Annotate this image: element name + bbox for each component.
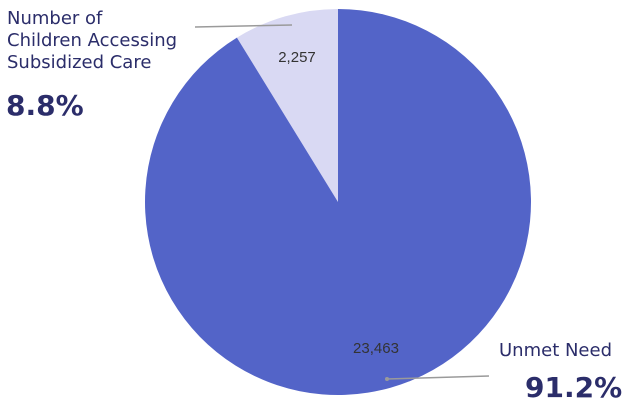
slice-value-labels: 2,257 23,463 bbox=[278, 49, 399, 357]
callout-subsidized-line1: Number of bbox=[7, 8, 103, 29]
callout-subsidized-line2: Children Accessing bbox=[7, 30, 178, 51]
slice-value-label-unmet: 23,463 bbox=[353, 340, 399, 357]
pie-slice-subsidized bbox=[236, 9, 338, 202]
callout-unmet-label: Unmet Need bbox=[499, 340, 613, 361]
callout-subsidized-label: Number of Children Accessing Subsidized … bbox=[7, 8, 237, 74]
pie-slices bbox=[144, 9, 532, 396]
leader-line-unmet bbox=[386, 375, 490, 380]
pie-slice-unmet bbox=[144, 9, 532, 396]
callout-unmet-percent: 91.2% bbox=[525, 371, 623, 404]
slice-value-label-subsidized: 2,257 bbox=[278, 49, 316, 66]
leader-line-subsidized bbox=[194, 24, 293, 28]
callout-subsidized-percent: 8.8% bbox=[6, 89, 84, 122]
leader-dot-unmet bbox=[385, 377, 389, 381]
leader-lines bbox=[194, 24, 490, 381]
callout-subsidized-line3: Subsidized Care bbox=[7, 52, 152, 73]
